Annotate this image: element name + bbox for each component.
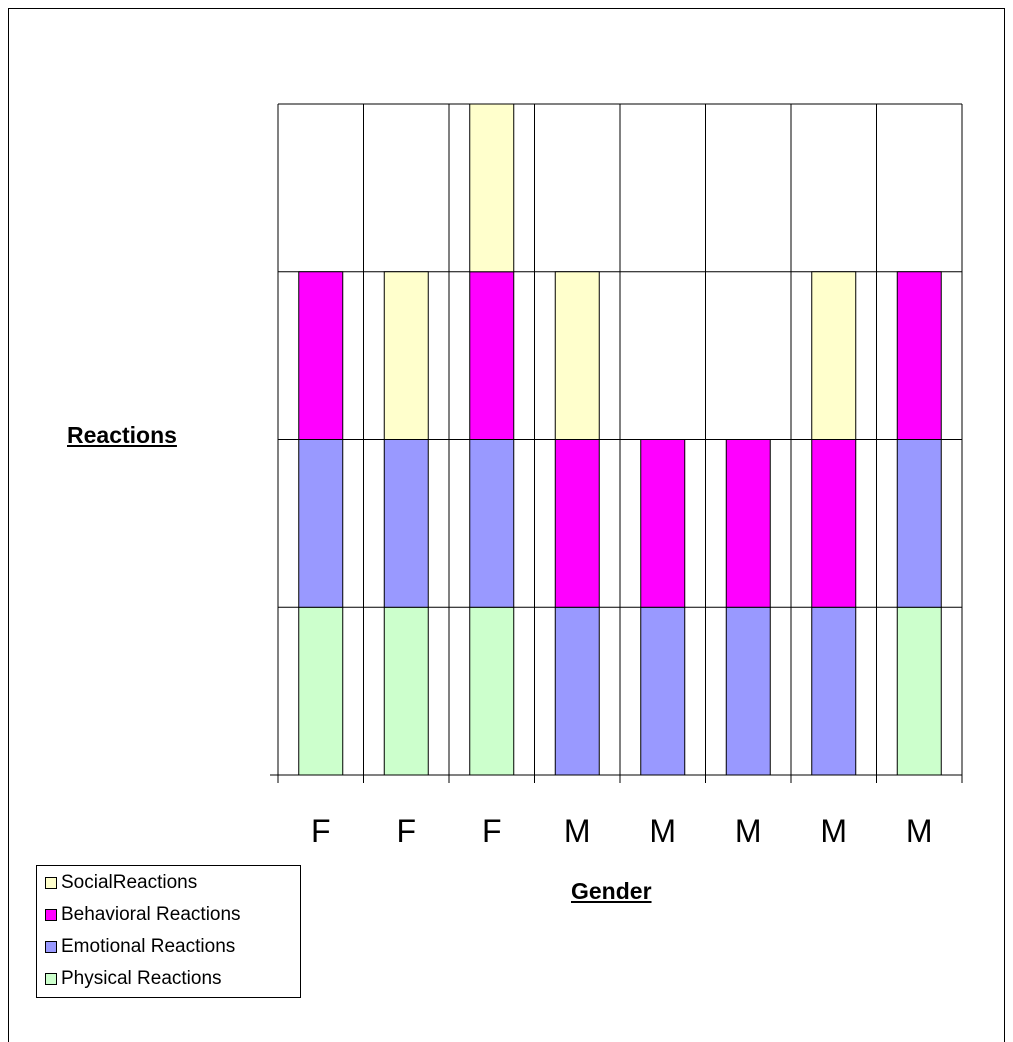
x-tick-label-3: M [564,813,591,849]
legend: SocialReactions Behavioral Reactions Emo… [36,865,301,998]
legend-swatch-emotional [45,941,57,953]
bar-segment-socialreactions-1 [383,271,429,440]
x-axis-title: Gender [571,878,652,904]
bar-segment-physical-reactions-7 [896,606,942,776]
x-tick-label-1: F [396,813,416,849]
x-tick-label-4: M [649,813,676,849]
bar-segment-behavioral-reactions-6 [811,439,857,608]
legend-label-social: SocialReactions [61,872,198,893]
bar-segment-behavioral-reactions-0 [298,271,344,440]
legend-label-emotional: Emotional Reactions [61,936,236,957]
bar-segment-behavioral-reactions-5 [725,439,771,608]
bar-segment-physical-reactions-1 [383,606,429,776]
x-tick-label-5: M [735,813,762,849]
bar-segment-emotional-reactions-7 [896,439,942,608]
bar-segment-emotional-reactions-0 [298,439,344,608]
y-axis-title: Reactions [67,422,177,448]
bar-segment-emotional-reactions-2 [469,439,515,608]
legend-entry-physical: Physical Reactions [45,968,222,990]
legend-label-physical: Physical Reactions [61,968,222,989]
legend-swatch-behavioral [45,909,57,921]
bar-segment-emotional-reactions-6 [811,606,857,776]
legend-entry-behavioral: Behavioral Reactions [45,904,241,926]
bar-segment-emotional-reactions-5 [725,606,771,776]
legend-label-behavioral: Behavioral Reactions [61,904,241,925]
x-tick-label-0: F [311,813,331,849]
x-tick-label-7: M [906,813,933,849]
outer-border [8,8,1005,1042]
bar-segment-behavioral-reactions-2 [469,271,515,440]
bar-segment-socialreactions-3 [554,271,600,440]
bar-segment-emotional-reactions-1 [383,439,429,608]
legend-entry-social: SocialReactions [45,872,197,894]
bar-segment-behavioral-reactions-7 [896,271,942,440]
bar-segment-emotional-reactions-4 [640,606,686,776]
x-tick-label-2: F [482,813,502,849]
bar-segment-socialreactions-2 [469,103,515,273]
bar-segment-behavioral-reactions-4 [640,439,686,608]
bar-segment-physical-reactions-2 [469,606,515,776]
x-tick-label-6: M [820,813,847,849]
bar-segment-emotional-reactions-3 [554,606,600,776]
legend-swatch-physical [45,973,57,985]
legend-swatch-social [45,877,57,889]
legend-entry-emotional: Emotional Reactions [45,936,235,958]
bar-segment-socialreactions-6 [811,271,857,440]
bar-segment-behavioral-reactions-3 [554,439,600,608]
bar-segment-physical-reactions-0 [298,606,344,776]
